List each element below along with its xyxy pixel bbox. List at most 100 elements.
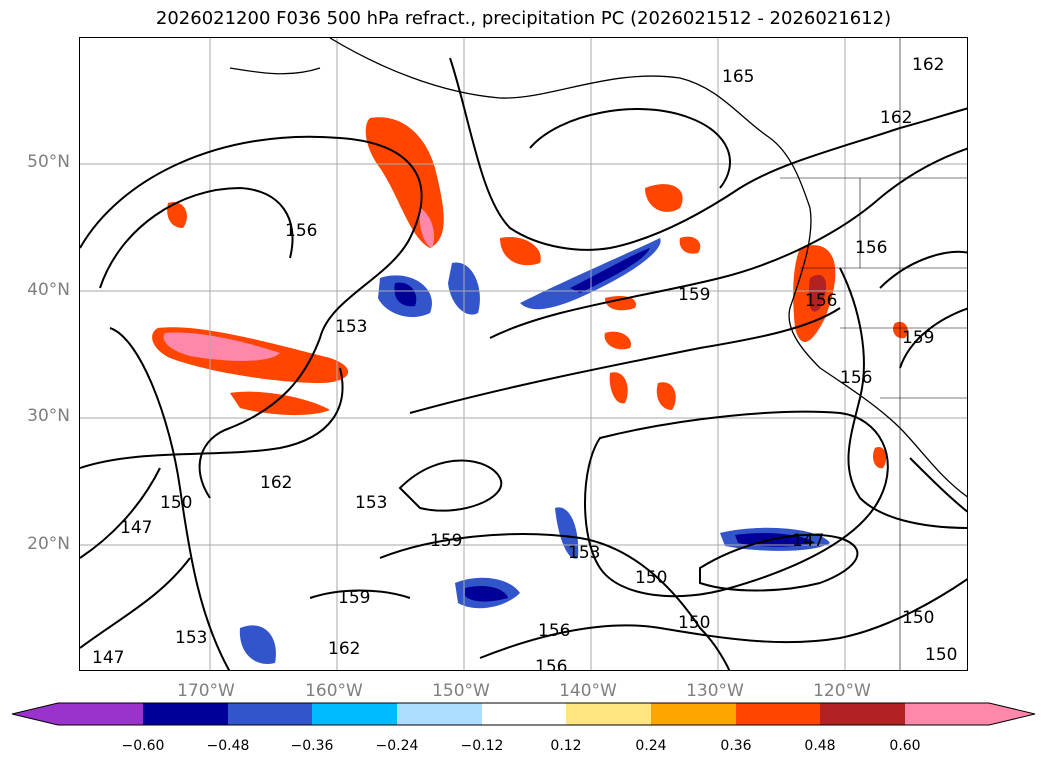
- colorbar-swatch: [58, 703, 143, 725]
- colorbar-tick: 0.12: [550, 738, 582, 754]
- precip-patch: [679, 236, 701, 254]
- coastline: [229, 67, 321, 75]
- contour-label: 156: [535, 657, 567, 671]
- contour-label: 150: [160, 493, 192, 513]
- colorbar-tick: 0.24: [635, 738, 667, 754]
- contour-label: 162: [328, 639, 360, 659]
- colorbar-tick: −0.48: [206, 738, 250, 754]
- lat-label-30n: 30°N: [27, 406, 70, 426]
- colorbar-swatch: [905, 703, 989, 725]
- contour-label: 156: [840, 368, 872, 388]
- contour: [80, 135, 423, 499]
- precip-patch: [808, 274, 827, 312]
- contour-label: 153: [175, 628, 207, 648]
- precip-patch: [605, 296, 636, 311]
- contour: [479, 578, 967, 659]
- precip-patch: [645, 184, 683, 212]
- precip-patch: [872, 447, 887, 469]
- contour: [909, 457, 967, 513]
- precip-patch: [656, 382, 676, 410]
- contour: [80, 557, 191, 649]
- contour: [398, 459, 503, 512]
- colorbar-swatch: [397, 703, 482, 725]
- contour: [899, 307, 967, 369]
- colorbar-outline: [11, 702, 1036, 726]
- colorbar-tick: −0.36: [290, 738, 334, 754]
- colorbar-extend-right: [989, 703, 1035, 725]
- precip-patch: [230, 391, 330, 416]
- contour-label: 159: [430, 531, 462, 551]
- colorbar-tick: −0.60: [121, 738, 165, 754]
- contour-label: 159: [338, 588, 370, 608]
- colorbar-tick: −0.24: [375, 738, 419, 754]
- precip-patch: [555, 507, 579, 559]
- lat-label-40n: 40°N: [27, 280, 70, 300]
- contour-label: 159: [678, 285, 710, 305]
- precip-patch: [604, 331, 631, 350]
- colorbar-swatch: [651, 703, 736, 725]
- precip-patch: [239, 625, 276, 664]
- precip-patch: [163, 332, 280, 361]
- precipitation-shading: [152, 117, 908, 664]
- lon-label-160w: 160°W: [305, 681, 363, 701]
- contour: [489, 147, 967, 339]
- contour: [409, 307, 841, 414]
- lon-label-150w: 150°W: [432, 681, 490, 701]
- contour-label: 150: [925, 645, 957, 665]
- precip-patch: [419, 208, 435, 248]
- colorbar-tick: 0.48: [804, 738, 836, 754]
- refractivity-contours: [80, 57, 967, 670]
- colorbar-swatch: [482, 703, 566, 725]
- map-panel: 165 162 162 156 159 153 156 156 156 159 …: [79, 37, 968, 671]
- contour: [879, 250, 967, 289]
- contour-label: 156: [538, 621, 570, 641]
- colorbar-swatch: [312, 703, 397, 725]
- contour: [379, 533, 731, 670]
- contour: [99, 186, 294, 289]
- coastlines: [229, 38, 967, 670]
- contour: [109, 327, 231, 670]
- colorbar-swatch: [143, 703, 228, 725]
- colorbar-tick: 0.60: [889, 738, 921, 754]
- lon-label-140w: 140°W: [559, 681, 617, 701]
- precip-patch: [893, 321, 908, 339]
- contour: [584, 410, 889, 598]
- contour-label: 147: [92, 648, 124, 668]
- lat-label-20n: 20°N: [27, 534, 70, 554]
- contour-label: 150: [678, 613, 710, 633]
- lon-label-130w: 130°W: [686, 681, 744, 701]
- contour-label: 156: [805, 291, 837, 311]
- contour-label: 159: [902, 328, 934, 348]
- colorbar: [11, 702, 1036, 726]
- colorbar-tick: −0.12: [460, 738, 504, 754]
- precip-patch: [465, 586, 508, 602]
- contour: [699, 533, 859, 592]
- contour-label: 153: [335, 317, 367, 337]
- contour: [80, 467, 161, 559]
- contour-label: 165: [722, 67, 754, 87]
- contour-label: 156: [285, 221, 317, 241]
- precip-patch: [394, 282, 417, 307]
- contour-label: 147: [792, 531, 824, 551]
- coastline: [329, 38, 967, 498]
- precip-patch: [500, 237, 541, 266]
- contour-label: 153: [568, 543, 600, 563]
- contour: [309, 589, 411, 599]
- colorbar-swatch: [820, 703, 905, 725]
- colorbar-tick: 0.36: [720, 738, 752, 754]
- precip-patch: [167, 202, 187, 228]
- map-title: 2026021200 F036 500 hPa refract., precip…: [155, 8, 892, 29]
- contour: [80, 367, 344, 469]
- lat-label-50n: 50°N: [27, 152, 70, 172]
- contour-label: 150: [635, 568, 667, 588]
- colorbar-extend-left: [12, 703, 58, 725]
- lon-label-170w: 170°W: [177, 681, 235, 701]
- contour-labels: 165 162 162 156 159 153 156 156 156 159 …: [92, 55, 957, 671]
- map-canvas: 165 162 162 156 159 153 156 156 156 159 …: [80, 38, 967, 671]
- precip-patch: [570, 248, 650, 293]
- colorbar-swatch: [228, 703, 312, 725]
- contour-label: 147: [120, 518, 152, 538]
- contour-label: 153: [355, 493, 387, 513]
- graticule: [80, 38, 967, 670]
- contour: [529, 108, 731, 189]
